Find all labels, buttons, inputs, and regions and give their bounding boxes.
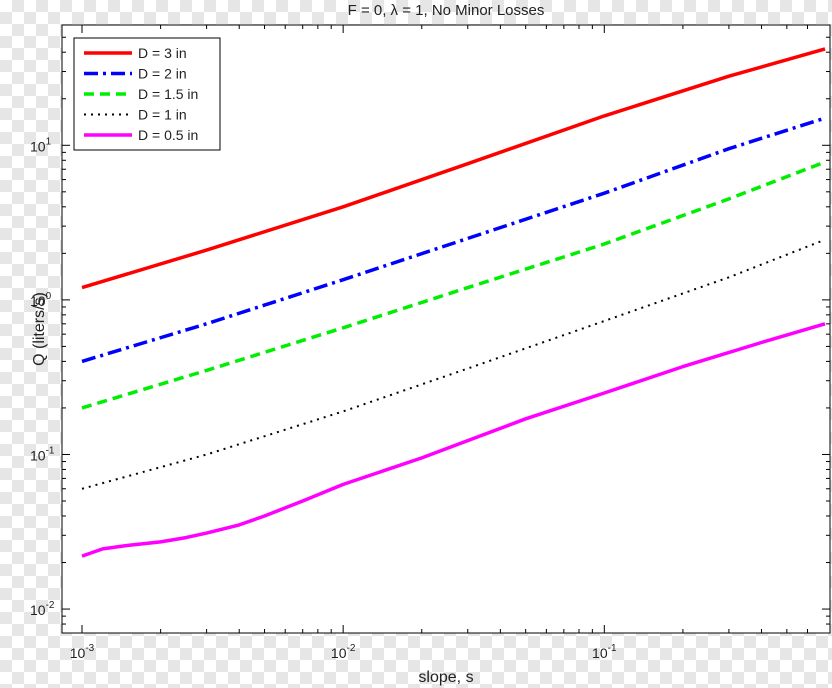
- y-tick-label: 101: [30, 136, 52, 154]
- y-axis-label: Q (liters/s): [31, 292, 48, 366]
- legend-box: [73, 37, 221, 151]
- legend-label-1: D = 3 in: [138, 45, 187, 61]
- legend-label-4: D = 1 in: [138, 107, 187, 123]
- ticks-layer: 10-3 10-2 10-1 10-2 10-1 100 101: [30, 24, 830, 661]
- legend: D = 3 in D = 2 in D = 1.5 in D = 1 in D = 0.…: [73, 37, 221, 151]
- lines-layer: [81, 47, 826, 558]
- y-tick-label: 100: [30, 291, 52, 309]
- legend-label-2: D = 2 in: [138, 66, 187, 82]
- x-tick-label: 10-1: [592, 643, 617, 661]
- series-line-2: [81, 116, 826, 364]
- chart-title: F = 0, λ = 1, No Minor Losses: [348, 2, 545, 19]
- series-line-1: [81, 47, 826, 290]
- legend-label-5: D = 0.5 in: [138, 127, 198, 143]
- x-axis-label: slope, s: [418, 669, 473, 686]
- y-tick-label: 10-1: [30, 445, 55, 463]
- y-tick-label: 10-2: [30, 600, 55, 618]
- series-line-3: [81, 160, 826, 410]
- series-line-4: [81, 238, 826, 490]
- legend-label-3: D = 1.5 in: [138, 86, 198, 102]
- series-line-5: [81, 322, 826, 558]
- x-tick-label: 10-3: [70, 643, 95, 661]
- x-tick-label: 10-2: [331, 643, 356, 661]
